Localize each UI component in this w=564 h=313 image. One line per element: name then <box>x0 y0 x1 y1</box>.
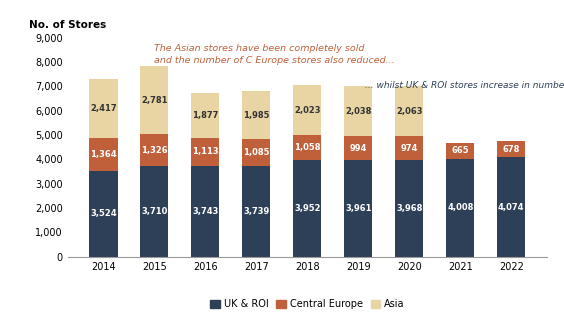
Text: 2,023: 2,023 <box>294 105 320 115</box>
Text: 3,968: 3,968 <box>396 204 422 213</box>
Bar <box>395 160 424 257</box>
Bar <box>293 161 321 257</box>
Text: 974: 974 <box>400 144 418 153</box>
Text: 3,961: 3,961 <box>345 204 372 213</box>
Text: 1,877: 1,877 <box>192 111 219 120</box>
Text: 1,085: 1,085 <box>243 148 270 157</box>
Bar <box>293 85 321 135</box>
Bar <box>90 171 117 257</box>
Legend: UK & ROI, Central Europe, Asia: UK & ROI, Central Europe, Asia <box>206 295 408 313</box>
Text: 665: 665 <box>452 146 469 156</box>
Bar <box>446 159 474 257</box>
Bar <box>191 138 219 166</box>
Bar <box>497 157 525 257</box>
Bar <box>191 93 219 138</box>
Bar <box>395 136 424 160</box>
Bar <box>243 91 270 139</box>
Text: 2,038: 2,038 <box>345 107 372 116</box>
Text: The Asian stores have been completely sold
and the number of C Europe stores als: The Asian stores have been completely so… <box>154 44 395 65</box>
Bar <box>497 141 525 157</box>
Text: ... whilst UK & ROI stores increase in number: ... whilst UK & ROI stores increase in n… <box>365 81 564 90</box>
Text: 678: 678 <box>503 145 520 154</box>
Text: 1,326: 1,326 <box>141 146 168 155</box>
Text: 3,952: 3,952 <box>294 204 320 213</box>
Bar <box>446 143 474 159</box>
Text: 4,008: 4,008 <box>447 203 474 213</box>
Bar <box>243 139 270 166</box>
Bar <box>243 166 270 257</box>
Bar <box>90 138 117 171</box>
Text: 1,113: 1,113 <box>192 147 219 156</box>
Bar <box>345 86 372 136</box>
Text: 1,985: 1,985 <box>243 110 270 120</box>
Text: 3,739: 3,739 <box>243 207 270 216</box>
Bar <box>90 79 117 138</box>
Text: 4,074: 4,074 <box>498 203 525 212</box>
Text: 2,781: 2,781 <box>141 96 168 105</box>
Text: No. of Stores: No. of Stores <box>29 20 107 30</box>
Bar <box>140 134 169 166</box>
Text: 3,710: 3,710 <box>141 207 168 216</box>
Text: 3,524: 3,524 <box>90 209 117 218</box>
Bar <box>293 135 321 161</box>
Text: 3,743: 3,743 <box>192 207 219 216</box>
Bar <box>191 166 219 257</box>
Bar <box>345 160 372 257</box>
Bar <box>140 166 169 257</box>
Text: 2,417: 2,417 <box>90 104 117 113</box>
Bar <box>345 136 372 160</box>
Text: 2,063: 2,063 <box>396 107 422 116</box>
Text: 1,364: 1,364 <box>90 150 117 159</box>
Bar <box>140 66 169 134</box>
Text: 994: 994 <box>350 144 367 153</box>
Text: 1,058: 1,058 <box>294 143 320 152</box>
Bar <box>395 86 424 136</box>
